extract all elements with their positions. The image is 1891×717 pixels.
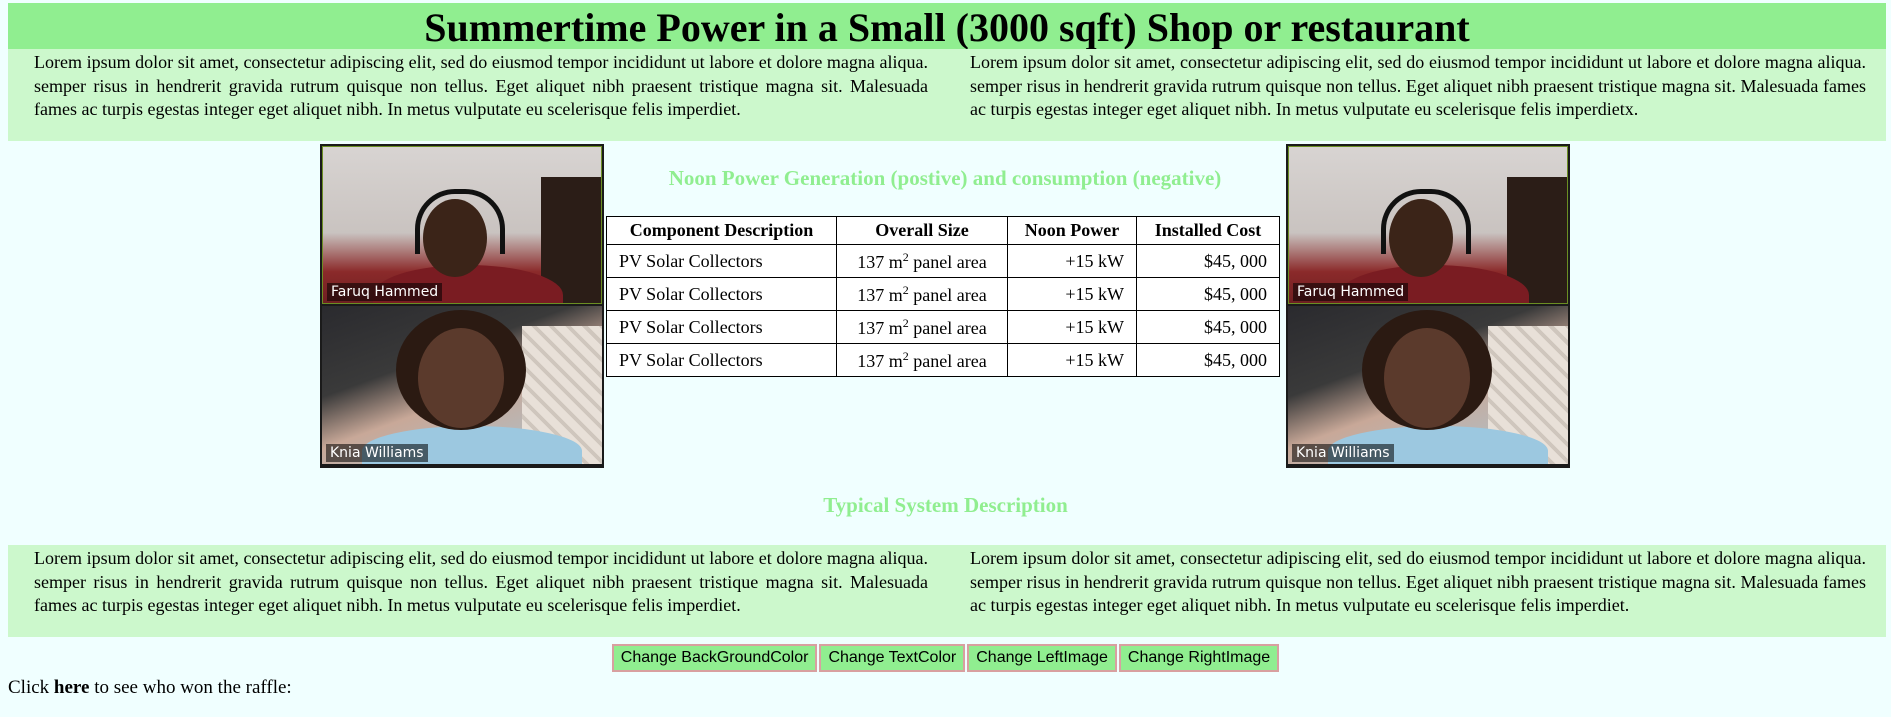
participant-name-label: Knia Williams [326, 444, 428, 462]
change-text-color-button[interactable]: Change TextColor [819, 644, 966, 672]
cell-power: +15 kW [1007, 343, 1137, 377]
cell-cost: $45, 000 [1136, 343, 1280, 377]
bottom-right-paragraph: Lorem ipsum dolor sit amet, consectetur … [970, 548, 1866, 615]
table-row: PV Solar Collectors 137 m2 panel area +1… [606, 244, 1280, 278]
raffle-prefix: Click [8, 677, 54, 698]
cell-cost: $45, 000 [1136, 244, 1280, 278]
cell-description: PV Solar Collectors [606, 244, 837, 278]
participant-face [418, 328, 504, 428]
table-row: PV Solar Collectors 137 m2 panel area +1… [606, 343, 1280, 377]
top-left-paragraph: Lorem ipsum dolor sit amet, consectetur … [34, 52, 928, 119]
table-row: PV Solar Collectors 137 m2 panel area +1… [606, 277, 1280, 311]
participant-face [1384, 328, 1470, 428]
change-right-image-button[interactable]: Change RightImage [1118, 644, 1280, 672]
button-bar: Change BackGroundColor Change TextColor … [0, 644, 1891, 672]
header-installed-cost: Installed Cost [1136, 216, 1280, 245]
participant-name-label: Faruq Hammed [327, 283, 443, 301]
table-header-row: Component Description Overall Size Noon … [606, 216, 1280, 245]
cell-size: 137 m2 panel area [836, 343, 1008, 377]
cell-description: PV Solar Collectors [606, 343, 837, 377]
noon-power-table: Component Description Overall Size Noon … [606, 216, 1280, 377]
right-video-panel[interactable]: Faruq Hammed Knia Williams [1286, 144, 1570, 468]
bottom-left-paragraph: Lorem ipsum dolor sit amet, consectetur … [34, 548, 928, 615]
left-video-panel[interactable]: Faruq Hammed Knia Williams [320, 144, 604, 468]
cell-description: PV Solar Collectors [606, 277, 837, 311]
top-paragraph-row: Lorem ipsum dolor sit amet, consectetur … [8, 49, 1886, 141]
page-title: Summertime Power in a Small (3000 sqft) … [8, 3, 1886, 50]
cell-size: 137 m2 panel area [836, 277, 1008, 311]
noon-power-heading: Noon Power Generation (postive) and cons… [668, 166, 1222, 190]
header-overall-size: Overall Size [836, 216, 1008, 245]
cell-power: +15 kW [1007, 244, 1137, 278]
cell-description: PV Solar Collectors [606, 310, 837, 344]
video-tile-knia: Knia Williams [322, 306, 602, 464]
cell-power: +15 kW [1007, 310, 1137, 344]
participant-name-label: Knia Williams [1292, 444, 1394, 462]
change-background-color-button[interactable]: Change BackGroundColor [611, 644, 818, 672]
video-tile-knia: Knia Williams [1288, 306, 1568, 464]
raffle-link[interactable]: here [53, 677, 90, 698]
raffle-line: Click here to see who won the raffle: [8, 677, 292, 699]
cell-size: 137 m2 panel area [836, 244, 1008, 278]
bottom-paragraph-row: Lorem ipsum dolor sit amet, consectetur … [8, 545, 1886, 637]
raffle-suffix: to see who won the raffle: [89, 677, 292, 698]
video-tile-faruq: Faruq Hammed [1288, 146, 1568, 304]
top-right-paragraph: Lorem ipsum dolor sit amet, consectetur … [970, 52, 1866, 119]
cell-power: +15 kW [1007, 277, 1137, 311]
typical-system-heading: Typical System Description [823, 493, 1068, 517]
header-component-description: Component Description [606, 216, 837, 245]
video-tile-faruq: Faruq Hammed [322, 146, 602, 304]
participant-name-label: Faruq Hammed [1293, 283, 1409, 301]
table-row: PV Solar Collectors 137 m2 panel area +1… [606, 310, 1280, 344]
cell-cost: $45, 000 [1136, 310, 1280, 344]
change-left-image-button[interactable]: Change LeftImage [967, 644, 1117, 672]
cell-size: 137 m2 panel area [836, 310, 1008, 344]
header-noon-power: Noon Power [1007, 216, 1137, 245]
headphones-icon [1381, 189, 1471, 254]
cell-cost: $45, 000 [1136, 277, 1280, 311]
headphones-icon [415, 189, 505, 254]
